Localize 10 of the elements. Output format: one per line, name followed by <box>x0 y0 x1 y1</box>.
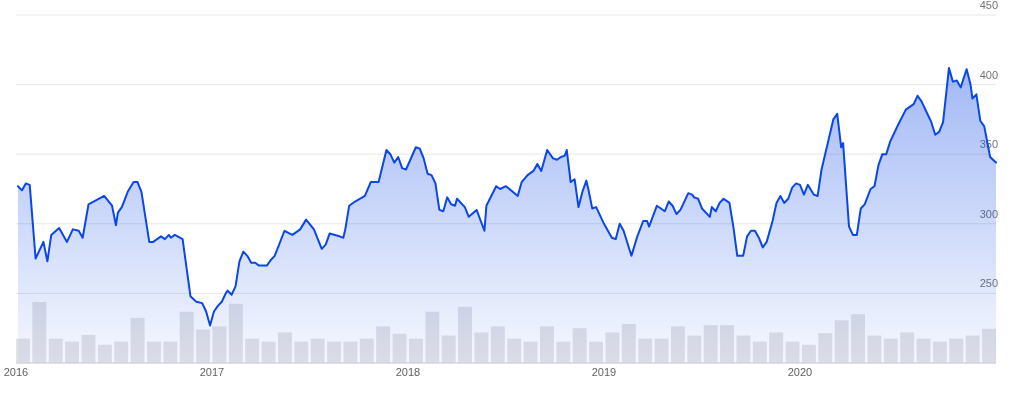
x-tick-label: 2016 <box>3 366 29 378</box>
x-tick-label: 2018 <box>395 366 421 378</box>
x-tick-label: 2019 <box>591 366 617 378</box>
x-tick-label: 2017 <box>199 366 225 378</box>
y-tick-label: 250 <box>979 277 998 290</box>
x-tick-label: 2020 <box>787 366 813 378</box>
y-tick-label: 450 <box>979 0 998 11</box>
y-tick-label: 300 <box>979 207 998 220</box>
y-tick-label: 400 <box>979 68 998 81</box>
y-tick-label: 350 <box>979 138 998 151</box>
